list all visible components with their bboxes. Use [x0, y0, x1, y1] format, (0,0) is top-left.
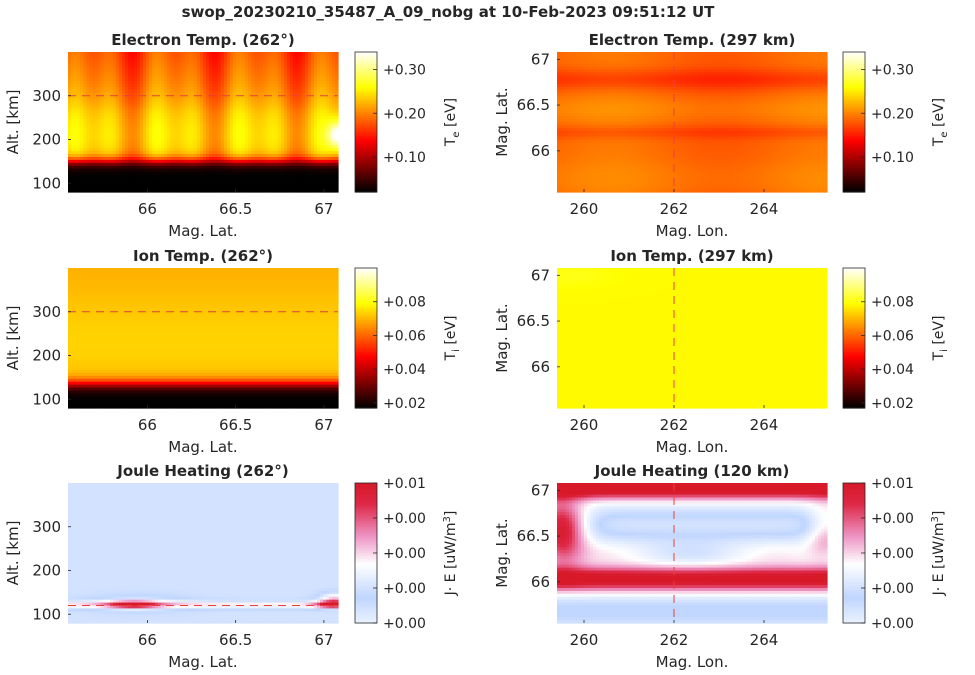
heatmap-1 — [68, 52, 339, 193]
x-tick-label: 67 — [314, 200, 333, 218]
x-tick-label: 66.5 — [219, 200, 252, 218]
x-tick-label: 66 — [138, 200, 157, 218]
colorbar-label: Te [eV] — [443, 98, 462, 147]
figure-title: swop_20230210_35487_A_09_nobg at 10-Feb-… — [182, 3, 716, 21]
y-axis-label: Alt. [km] — [4, 90, 22, 155]
colorbar-1: +0.10 +0.20 +0.30 Te [eV] — [355, 52, 462, 193]
heatmap-2 — [557, 52, 828, 193]
heatmap-cell — [335, 189, 339, 193]
plot-title: Electron Temp. (262°) — [111, 31, 294, 49]
y-tick-label: 100 — [32, 174, 61, 192]
colorbar-tick-label: +0.20 — [383, 106, 426, 122]
colorbar-tick-label: +0.10 — [383, 150, 426, 166]
x-axis-label: Mag. Lat. — [168, 222, 237, 240]
y-tick-label: 200 — [32, 131, 61, 149]
figure: swop_20230210_35487_A_09_nobg at 10-Feb-… — [0, 0, 975, 675]
colorbar-tick-label: +0.30 — [383, 63, 426, 79]
y-tick-label: 300 — [32, 87, 61, 105]
